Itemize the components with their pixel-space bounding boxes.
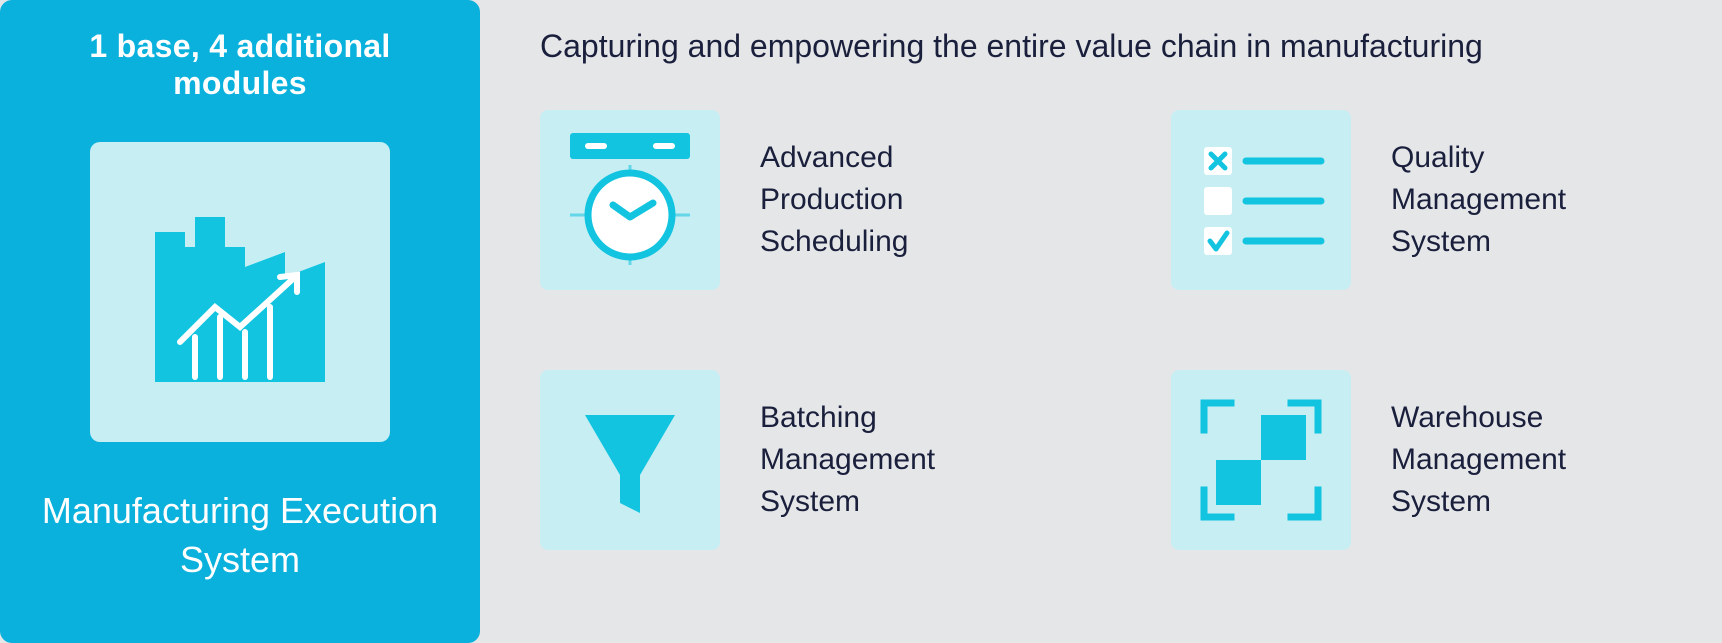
mes-label: Manufacturing Execution System (30, 487, 450, 584)
funnel-icon (555, 385, 705, 535)
module-qms-icon-box (1171, 110, 1351, 290)
checklist-icon (1186, 125, 1336, 275)
module-aps-label: Advanced Production Scheduling (760, 137, 908, 263)
modules-panel: Capturing and empowering the entire valu… (480, 0, 1722, 643)
left-panel-title: 1 base, 4 additional modules (30, 28, 450, 102)
module-qms: Quality Management System (1171, 110, 1682, 290)
mes-icon-box (90, 142, 390, 442)
modules-grid: Advanced Production Scheduling (540, 110, 1682, 550)
base-module-panel: 1 base, 4 additional modules (0, 0, 480, 643)
module-bms-label: Batching Management System (760, 397, 935, 523)
module-bms-icon-box (540, 370, 720, 550)
module-aps: Advanced Production Scheduling (540, 110, 1051, 290)
module-wms-icon-box (1171, 370, 1351, 550)
clock-calendar-icon (555, 125, 705, 275)
module-qms-label: Quality Management System (1391, 137, 1566, 263)
right-panel-title: Capturing and empowering the entire valu… (540, 28, 1682, 65)
module-wms-label: Warehouse Management System (1391, 397, 1566, 523)
infographic-root: 1 base, 4 additional modules (0, 0, 1722, 643)
module-aps-icon-box (540, 110, 720, 290)
module-bms: Batching Management System (540, 370, 1051, 550)
factory-chart-icon (125, 177, 355, 407)
warehouse-scan-icon (1186, 385, 1336, 535)
module-wms: Warehouse Management System (1171, 370, 1682, 550)
